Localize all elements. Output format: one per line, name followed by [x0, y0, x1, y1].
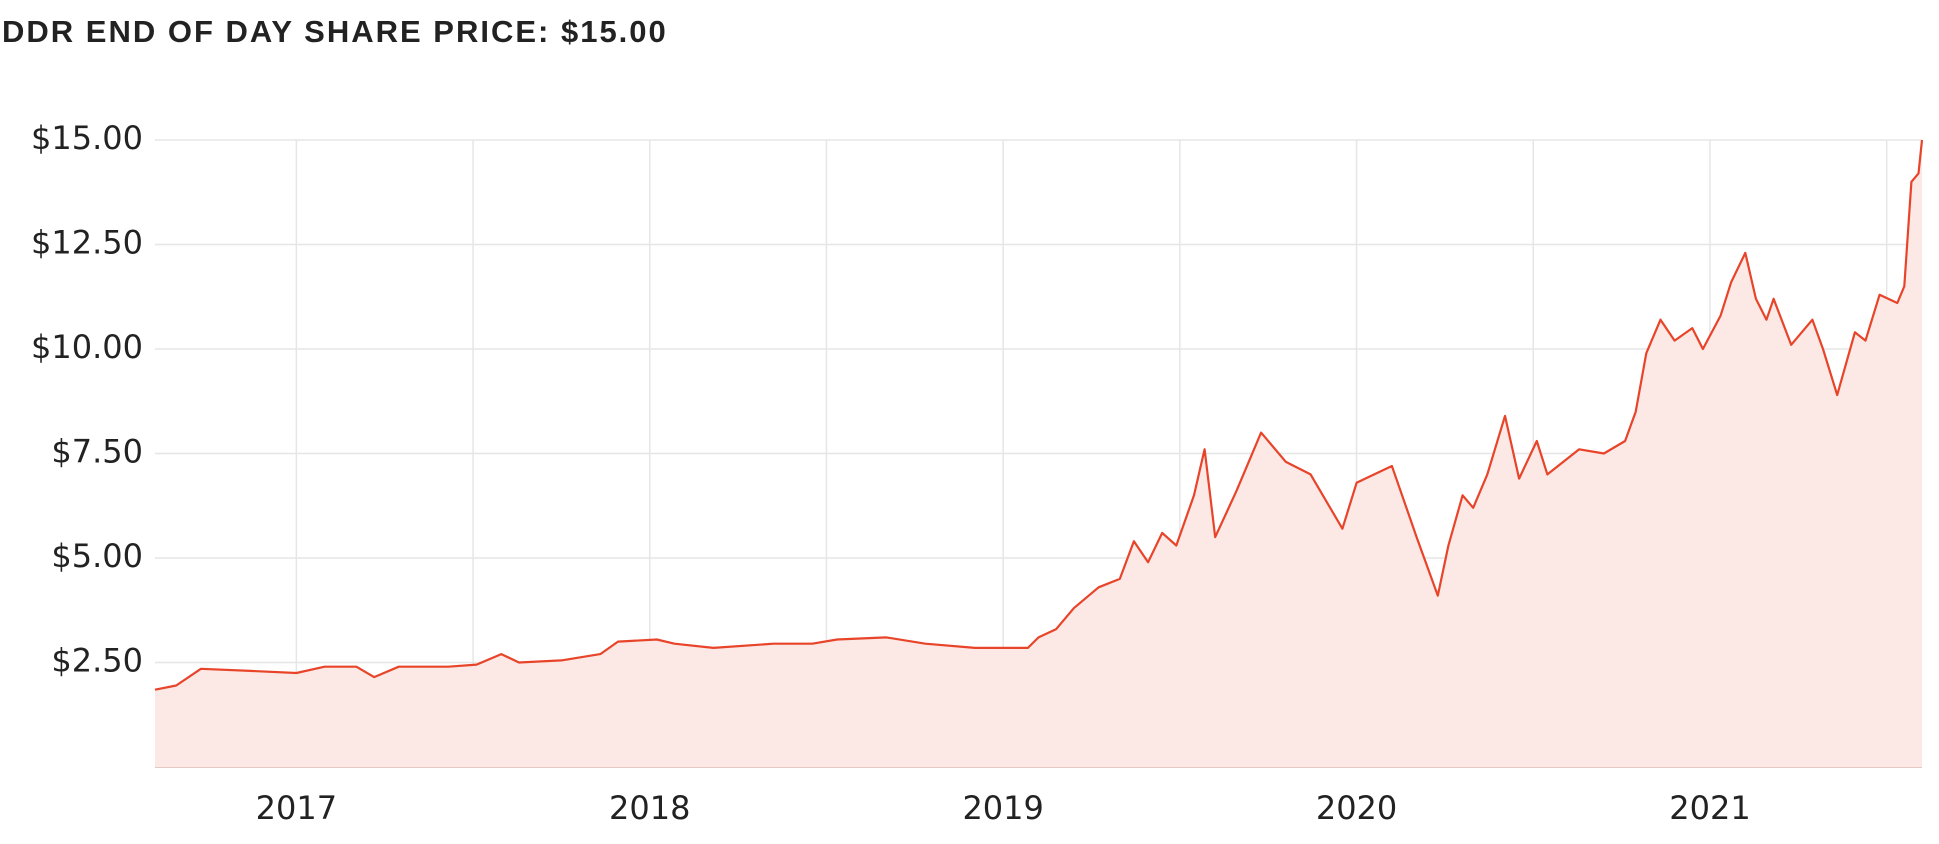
y-tick-label: $15.00: [31, 119, 143, 157]
y-tick-label: $10.00: [31, 328, 143, 366]
x-tick-label: 2019: [962, 789, 1043, 827]
y-tick-label: $5.00: [51, 537, 143, 575]
x-tick-label: 2021: [1669, 789, 1750, 827]
area: [155, 140, 1922, 767]
price-line: [154, 139, 1924, 691]
y-tick-label: $2.50: [51, 642, 143, 680]
x-tick-label: 2017: [256, 789, 337, 827]
x-tick-label: 2020: [1316, 789, 1397, 827]
chart-title: DDR END OF DAY SHARE PRICE: $15.00: [2, 14, 668, 49]
y-tick-label: $12.50: [31, 224, 143, 262]
x-tick-label: 2018: [609, 789, 690, 827]
y-tick-label: $7.50: [51, 433, 143, 471]
